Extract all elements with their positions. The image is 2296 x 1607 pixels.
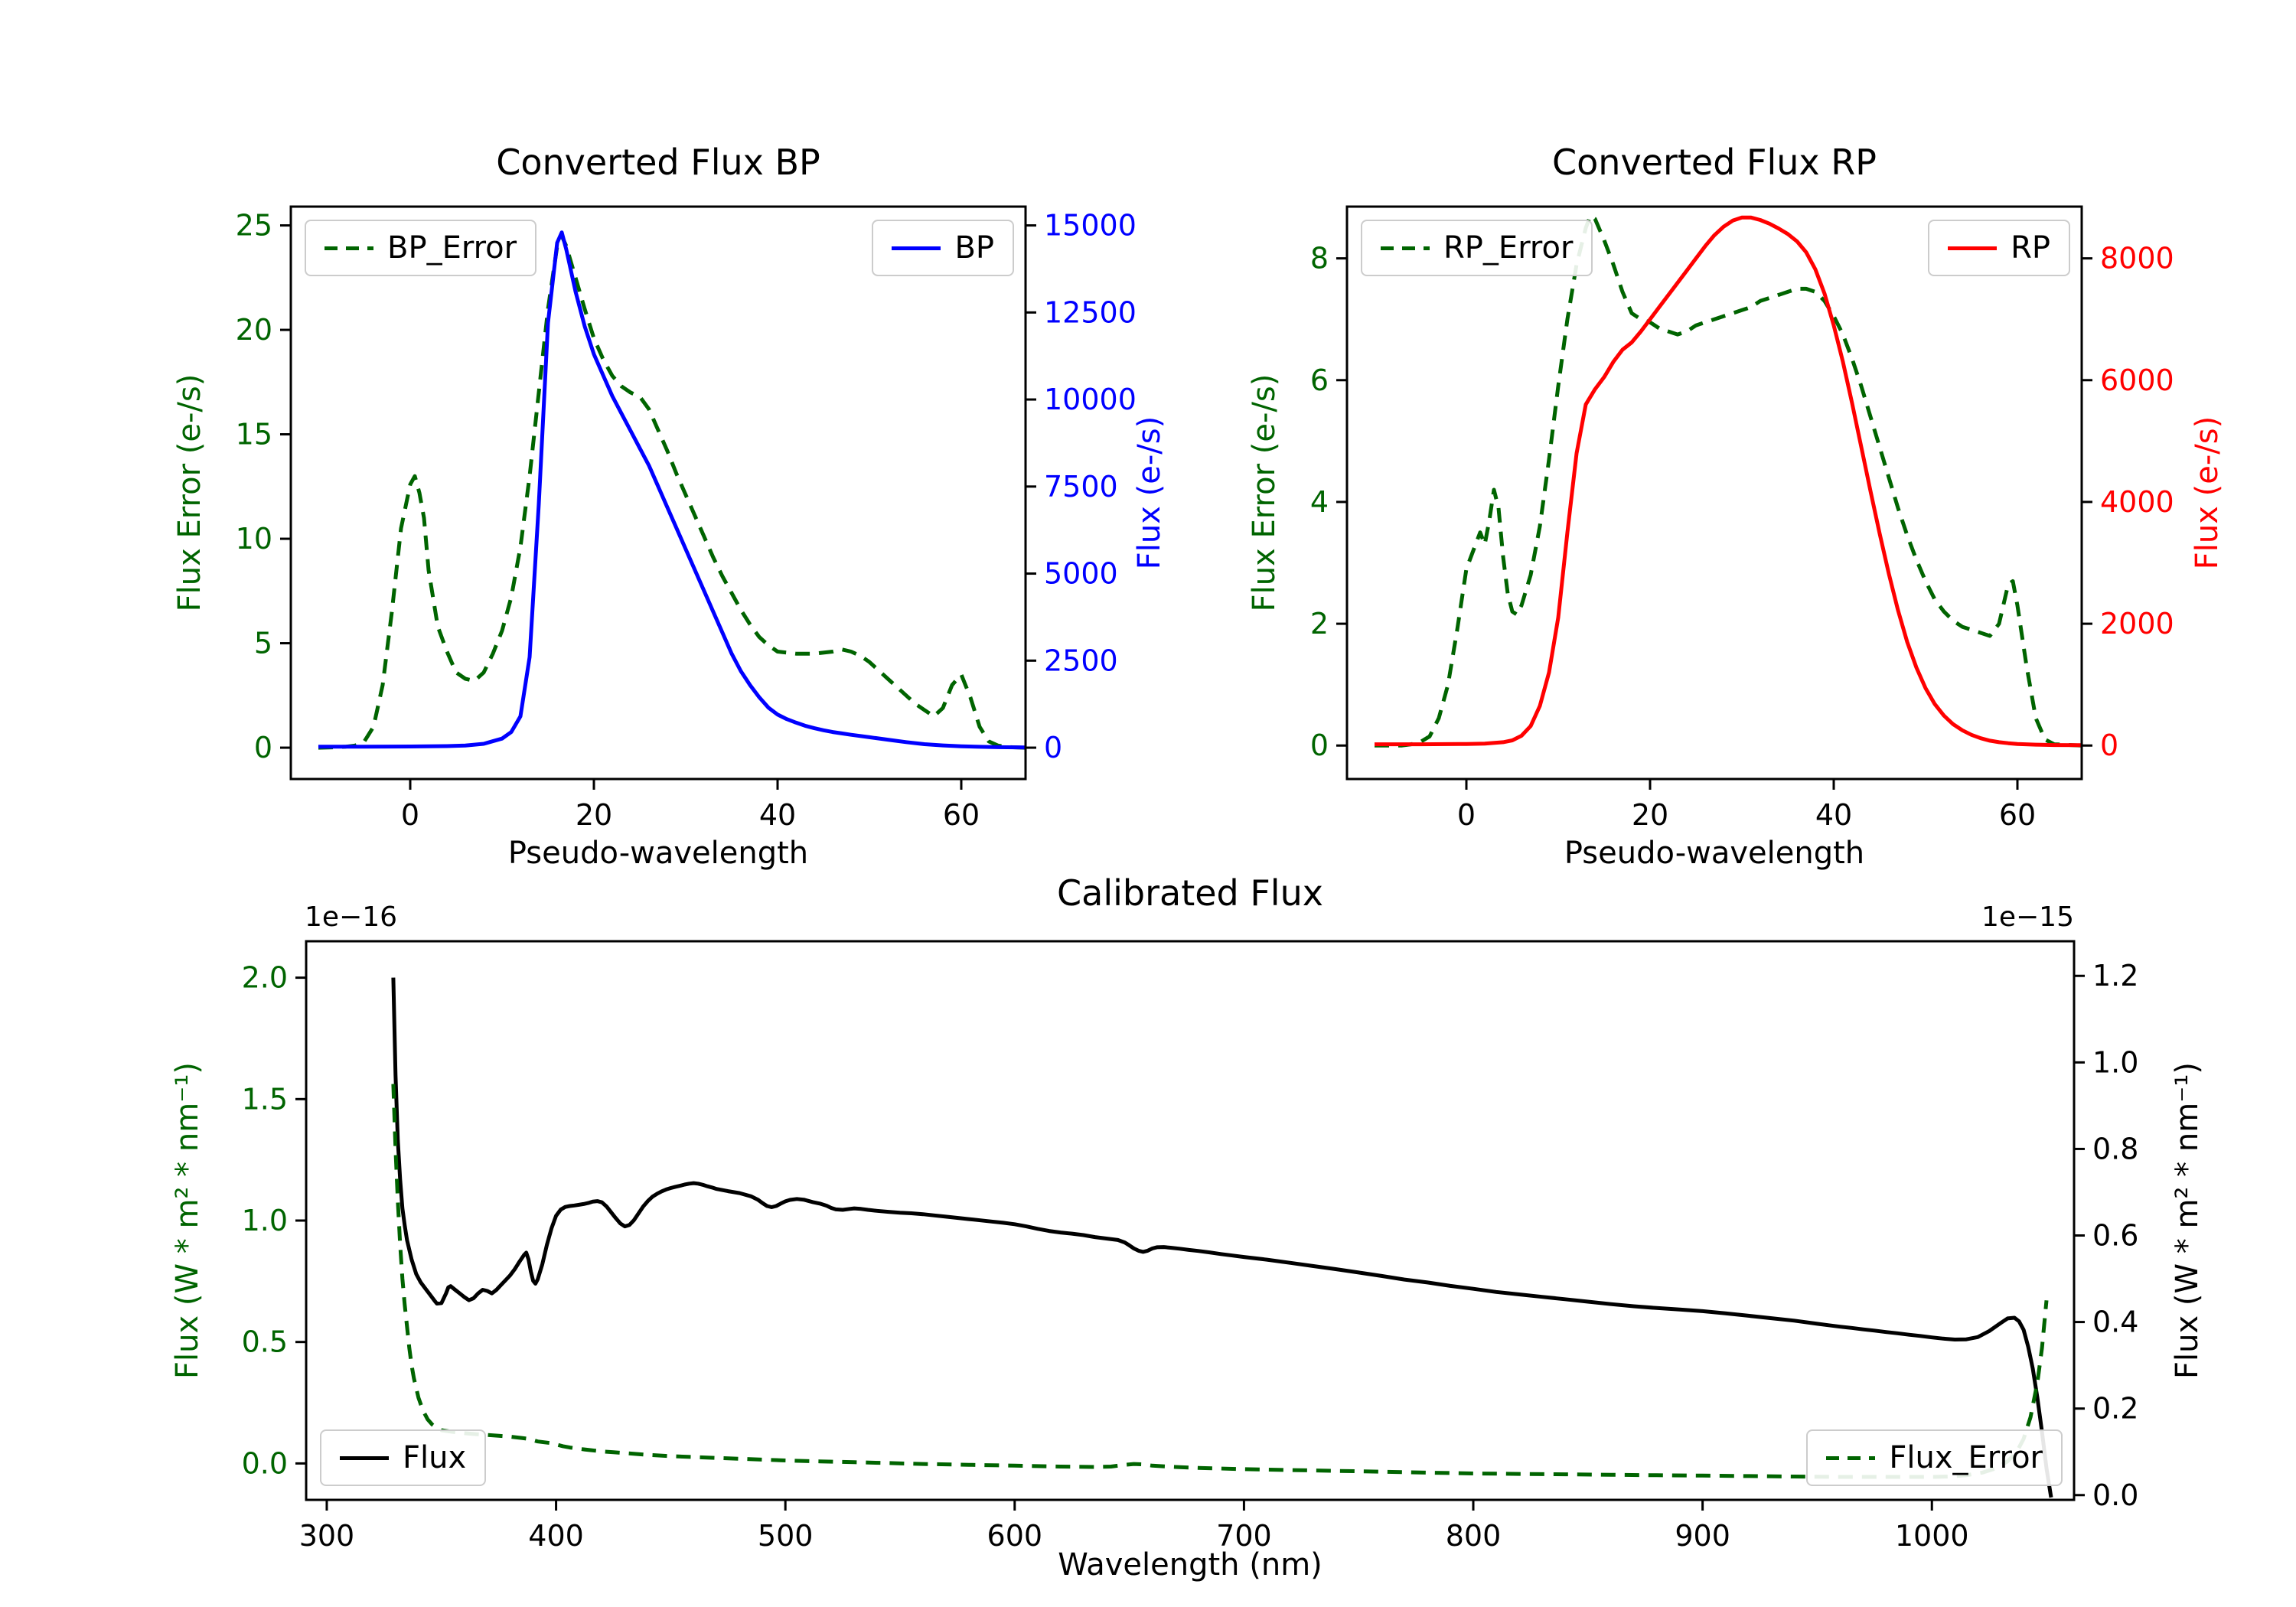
- y-tick-label-right: 7500: [1044, 470, 1118, 504]
- x-tick-label: 40: [1815, 798, 1852, 832]
- legend-solid-line-icon: [892, 246, 941, 250]
- x-tick-label: 40: [759, 798, 796, 832]
- y-tick-label-right: 0.0: [2092, 1478, 2138, 1512]
- axes-frame: [1345, 205, 2083, 781]
- y-tick-label-left: 5: [254, 627, 272, 660]
- x-tick-label: 0: [401, 798, 419, 832]
- y-axis-label-rp-flux: Flux (e-/s): [2190, 416, 2225, 570]
- y-tick-label-right: 0.8: [2092, 1132, 2138, 1165]
- legend-label: RP_Error: [1443, 230, 1574, 266]
- y-tick-label-right: 2500: [1044, 644, 1118, 677]
- y-tick-label-right: 0.4: [2092, 1305, 2138, 1339]
- x-tick-label: 1000: [1895, 1519, 1969, 1553]
- series-line-BP: [318, 230, 1026, 750]
- legend-rp-error: RP_Error: [1361, 220, 1593, 276]
- legend-bp-error: BP_Error: [305, 220, 537, 276]
- axes-frame: [305, 940, 2076, 1501]
- x-tick-label: 800: [1446, 1519, 1502, 1553]
- y-tick-label-left: 2: [1310, 607, 1329, 641]
- y-tick-label-right: 2000: [2100, 607, 2174, 641]
- y-tick-label-left: 8: [1310, 242, 1329, 275]
- x-tick-label: 400: [528, 1519, 584, 1553]
- legend-dashed-line-icon: [1381, 246, 1430, 250]
- legend-bp: BP: [872, 220, 1014, 276]
- y-tick-label-right: 15000: [1044, 209, 1137, 243]
- legend-dashed-line-icon: [325, 246, 373, 250]
- series-line-BP_Error: [318, 233, 1026, 750]
- y-tick-label-right: 1.0: [2092, 1045, 2138, 1079]
- y-axis-label-bp-flux: Flux (e-/s): [1132, 416, 1167, 570]
- chart-title-bp: Converted Flux BP: [496, 142, 820, 183]
- legend-label: BP_Error: [387, 230, 517, 266]
- x-tick-label: 700: [1216, 1519, 1272, 1553]
- left-axis-offset-text: 1e−16: [305, 901, 398, 933]
- legend-label: Flux: [403, 1440, 467, 1475]
- legend-solid-line-icon: [1948, 246, 1998, 250]
- y-axis-label-cal-flux-right: Flux (W * m² * nm⁻¹): [2170, 1062, 2205, 1379]
- x-tick-label: 20: [1632, 798, 1668, 832]
- y-tick-label-left: 0.0: [242, 1446, 288, 1480]
- legend-solid-line-icon: [340, 1455, 389, 1460]
- y-tick-label-left: 1.5: [242, 1082, 288, 1116]
- y-tick-label-right: 0: [1044, 731, 1062, 764]
- legend-label: BP: [954, 230, 994, 266]
- y-tick-label-left: 1.0: [242, 1204, 288, 1237]
- x-tick-label: 20: [576, 798, 612, 832]
- y-tick-label-left: 0.5: [242, 1325, 288, 1359]
- y-tick-label-left: 2.0: [242, 961, 288, 995]
- axes-frame: [289, 205, 1027, 781]
- y-tick-label-left: 10: [236, 522, 272, 556]
- legend-label: Flux_Error: [1889, 1440, 2043, 1475]
- x-tick-label: 300: [299, 1519, 355, 1553]
- y-tick-label-left: 0: [1310, 729, 1329, 762]
- x-tick-label: 60: [943, 798, 980, 832]
- y-tick-label-left: 20: [236, 313, 272, 347]
- y-axis-label-cal-flux-left: Flux (W * m² * nm⁻¹): [170, 1062, 205, 1379]
- x-tick-label: 900: [1675, 1519, 1730, 1553]
- x-tick-label: 600: [987, 1519, 1043, 1553]
- right-axis-offset-text: 1e−15: [1981, 901, 2074, 933]
- y-tick-label-left: 6: [1310, 363, 1329, 397]
- y-tick-label-right: 4000: [2100, 485, 2174, 519]
- x-axis-label-calibrated: Wavelength (nm): [1058, 1547, 1322, 1583]
- y-tick-label-right: 6000: [2100, 363, 2174, 397]
- series-line-RP: [1375, 215, 2082, 748]
- legend-rp: RP: [1928, 220, 2070, 276]
- y-tick-label-right: 1.2: [2092, 959, 2138, 993]
- legend-label: RP: [2011, 230, 2050, 266]
- y-axis-label-bp-error: Flux Error (e-/s): [172, 373, 207, 612]
- y-tick-label-right: 10000: [1044, 383, 1137, 416]
- x-axis-label-rp: Pseudo-wavelength: [1564, 836, 1865, 871]
- x-tick-label: 60: [1999, 798, 2036, 832]
- y-tick-label-right: 0: [2100, 729, 2118, 762]
- y-tick-label-right: 5000: [1044, 557, 1118, 591]
- y-tick-label-right: 8000: [2100, 242, 2174, 275]
- series-line-RP_Error: [1375, 214, 2082, 748]
- y-tick-label-right: 0.2: [2092, 1392, 2138, 1426]
- legend-dashed-line-icon: [1826, 1455, 1876, 1460]
- series-line-Flux_Error: [391, 1084, 2049, 1479]
- y-tick-label-right: 0.6: [2092, 1219, 2138, 1253]
- chart-title-calibrated: Calibrated Flux: [1057, 872, 1323, 914]
- y-tick-label-left: 15: [236, 418, 272, 451]
- x-tick-label: 0: [1457, 798, 1476, 832]
- y-tick-label-left: 4: [1310, 485, 1329, 519]
- x-tick-label: 500: [758, 1519, 814, 1553]
- y-axis-label-rp-error: Flux Error (e-/s): [1247, 373, 1282, 612]
- chart-title-rp: Converted Flux RP: [1552, 142, 1877, 183]
- y-tick-label-left: 0: [254, 731, 272, 764]
- x-axis-label-bp: Pseudo-wavelength: [507, 836, 809, 871]
- y-tick-label-right: 12500: [1044, 295, 1137, 329]
- y-tick-label-left: 25: [236, 209, 272, 243]
- series-line-Flux: [391, 977, 2053, 1498]
- legend-flux-error: Flux_Error: [1806, 1429, 2063, 1486]
- legend-flux: Flux: [320, 1429, 487, 1486]
